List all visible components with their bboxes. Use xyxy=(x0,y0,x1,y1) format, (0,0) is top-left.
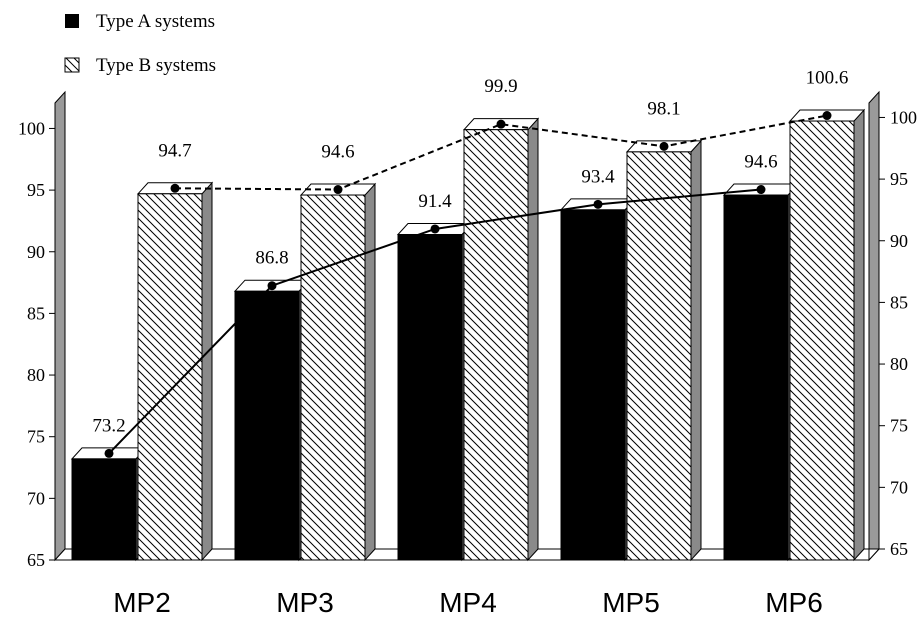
y-tick-label-right: 85 xyxy=(890,292,908,312)
trend-line-type-a-marker xyxy=(756,185,766,195)
y-tick-label-left: 90 xyxy=(27,242,45,262)
y-tick-label-left: 75 xyxy=(27,427,45,447)
y-tick-label-left: 65 xyxy=(27,550,45,570)
y-tick-label-right: 65 xyxy=(890,539,908,559)
value-label-type-a: 94.6 xyxy=(744,152,777,173)
bar-type-b-side xyxy=(201,181,213,562)
bar-type-b-side xyxy=(690,139,702,562)
trend-line-type-b-marker xyxy=(170,183,180,193)
bar-type-b xyxy=(300,194,366,561)
y-tick-label-left: 85 xyxy=(27,303,45,323)
bar-type-b xyxy=(789,120,855,561)
right-wall xyxy=(868,90,880,562)
y-tick-label-left: 70 xyxy=(27,488,45,508)
y-tick-label-left: 95 xyxy=(27,180,45,200)
value-label-type-a: 91.4 xyxy=(418,191,452,212)
legend-label-type-a: Type A systems xyxy=(96,11,215,32)
value-label-type-a: 73.2 xyxy=(92,415,125,436)
trend-line-type-a-marker xyxy=(430,224,440,234)
value-label-type-b: 94.6 xyxy=(321,142,354,163)
y-tick-label-right: 70 xyxy=(890,477,908,497)
y-axis-left: 65 70 75 80 85 90 95 100 xyxy=(18,118,55,570)
value-labels: 73.2 86.8 91.4 93.4 94.6 94.7 94.6 99.9 98.1 100.… xyxy=(92,68,848,437)
trend-line-type-a-marker xyxy=(593,199,603,209)
y-tick-label-left: 80 xyxy=(27,365,45,385)
bar-type-b-side xyxy=(527,117,539,562)
legend-label-type-b: Type B systems xyxy=(96,55,216,76)
trend-line-type-b-marker xyxy=(333,185,343,195)
y-tick-label-right: 75 xyxy=(890,416,908,436)
bar-type-a xyxy=(234,290,300,561)
left-wall xyxy=(54,90,66,562)
legend-swatch-type-a xyxy=(65,14,79,28)
bar-type-a xyxy=(397,233,463,561)
value-label-type-b: 100.6 xyxy=(806,68,849,89)
y-tick-label-right: 100 xyxy=(890,107,917,127)
x-tick-label: MP3 xyxy=(276,587,334,618)
trend-lines xyxy=(104,111,832,458)
value-label-type-b: 94.7 xyxy=(158,140,191,161)
bars xyxy=(70,108,866,562)
bar-type-b xyxy=(626,151,692,561)
bar-type-b-side xyxy=(364,182,376,562)
trend-line-type-a-marker xyxy=(104,448,114,458)
value-label-type-a: 86.8 xyxy=(255,248,288,269)
bar-type-a xyxy=(71,458,137,561)
bar-type-b xyxy=(137,193,203,561)
x-axis-labels: MP2 MP3 MP4 MP5 MP6 xyxy=(113,587,823,618)
legend: Type A systems Type B systems xyxy=(64,11,216,76)
y-axis-right: 65 70 75 80 85 90 95 100 xyxy=(879,107,917,559)
y-tick-label-right: 80 xyxy=(890,354,908,374)
x-tick-label: MP2 xyxy=(113,587,171,618)
value-label-type-b: 99.9 xyxy=(484,76,517,97)
bar-type-a xyxy=(723,194,789,561)
y-tick-label-right: 95 xyxy=(890,169,908,189)
value-label-type-b: 98.1 xyxy=(647,98,680,119)
trend-line-type-b-marker xyxy=(659,141,669,151)
x-tick-label: MP4 xyxy=(439,587,497,618)
legend-swatch-type-b xyxy=(64,57,80,73)
bar-type-a xyxy=(560,209,626,561)
trend-line-type-a-marker xyxy=(267,281,277,291)
bar-type-b-side xyxy=(853,108,865,562)
trend-line-type-b-marker xyxy=(496,119,506,129)
y-tick-label-left: 100 xyxy=(18,118,45,138)
bar-type-b xyxy=(463,129,529,561)
y-tick-label-right: 90 xyxy=(890,231,908,251)
value-label-type-a: 93.4 xyxy=(581,166,615,187)
x-tick-label: MP5 xyxy=(602,587,660,618)
x-tick-label: MP6 xyxy=(765,587,823,618)
trend-line-type-b-marker xyxy=(822,111,832,121)
